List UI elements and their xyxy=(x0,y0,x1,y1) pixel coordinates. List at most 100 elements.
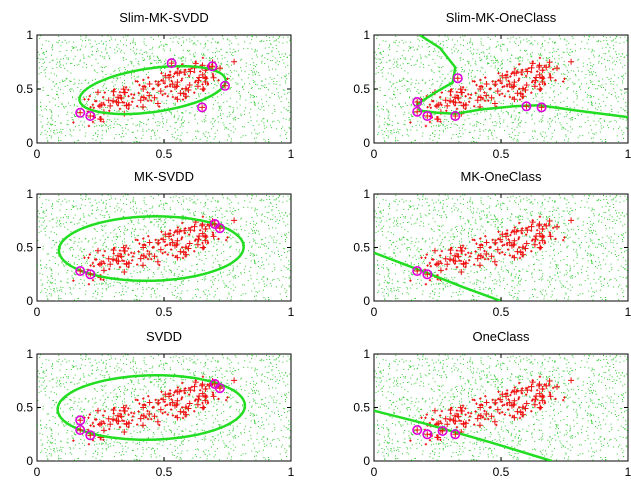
background-point xyxy=(517,100,518,102)
target-point xyxy=(483,81,490,87)
background-point xyxy=(49,267,51,269)
background-point xyxy=(517,69,518,71)
background-point xyxy=(181,44,182,46)
background-point xyxy=(162,126,164,128)
background-point xyxy=(124,127,126,129)
background-point xyxy=(229,97,231,99)
background-point xyxy=(215,47,217,49)
y-tick-label: 0 xyxy=(26,136,33,150)
background-point xyxy=(290,219,291,221)
background-point xyxy=(173,261,174,263)
background-point xyxy=(52,97,54,99)
background-point xyxy=(493,91,495,93)
target-point xyxy=(491,100,498,107)
background-point xyxy=(82,213,84,215)
background-point xyxy=(51,124,53,125)
background-point xyxy=(59,209,61,211)
background-point xyxy=(439,67,440,69)
background-point xyxy=(234,275,236,277)
background-point xyxy=(456,67,458,69)
background-point xyxy=(73,114,75,115)
background-point xyxy=(543,80,545,82)
background-point xyxy=(473,137,475,139)
background-point xyxy=(469,131,471,133)
background-point xyxy=(162,207,164,209)
background-point xyxy=(218,279,220,281)
background-point xyxy=(173,196,175,198)
background-point xyxy=(601,86,602,88)
background-point xyxy=(42,87,44,89)
background-point xyxy=(402,63,404,65)
target-point xyxy=(506,73,509,77)
background-point xyxy=(389,119,391,121)
background-point xyxy=(215,211,216,212)
background-point xyxy=(204,136,206,137)
background-point xyxy=(92,204,94,206)
background-point xyxy=(163,203,165,205)
background-point xyxy=(619,42,621,44)
background-point xyxy=(526,112,527,114)
background-point xyxy=(258,132,260,134)
background-point xyxy=(505,111,507,113)
background-point xyxy=(246,195,248,197)
background-point xyxy=(38,231,40,233)
background-point xyxy=(133,299,135,301)
background-point xyxy=(226,274,228,276)
background-point xyxy=(251,36,253,38)
background-point xyxy=(401,79,403,81)
background-point xyxy=(442,74,444,75)
background-point xyxy=(592,83,593,85)
background-point xyxy=(392,83,394,85)
background-point xyxy=(60,289,62,291)
background-point xyxy=(558,68,560,70)
background-point xyxy=(388,124,390,125)
background-point xyxy=(120,294,122,296)
background-point xyxy=(258,233,260,235)
background-point xyxy=(397,122,399,124)
background-point xyxy=(511,98,513,100)
background-point xyxy=(252,74,254,76)
background-point xyxy=(82,54,84,56)
background-point xyxy=(143,51,145,53)
background-point xyxy=(288,277,290,279)
background-point xyxy=(244,41,246,43)
background-point xyxy=(86,300,88,301)
background-point xyxy=(184,248,186,250)
background-point xyxy=(442,124,444,125)
background-point xyxy=(166,119,168,121)
background-point xyxy=(478,137,480,139)
background-point xyxy=(67,278,69,280)
background-point xyxy=(102,130,104,132)
background-point xyxy=(278,200,280,202)
background-point xyxy=(276,246,278,248)
background-point xyxy=(110,127,112,129)
background-point xyxy=(122,36,124,38)
background-point xyxy=(107,107,109,109)
background-point xyxy=(56,233,57,235)
target-point xyxy=(138,83,141,87)
background-point xyxy=(70,209,72,211)
background-point xyxy=(263,280,265,282)
background-point xyxy=(146,98,148,100)
background-point xyxy=(66,57,68,59)
background-point xyxy=(41,66,43,67)
background-point xyxy=(150,136,152,138)
background-point xyxy=(67,58,69,60)
background-point xyxy=(251,39,252,41)
background-point xyxy=(256,222,258,224)
background-point xyxy=(67,229,69,230)
background-point xyxy=(59,221,61,223)
background-point xyxy=(146,130,148,132)
background-point xyxy=(287,223,289,225)
background-point xyxy=(226,73,228,75)
background-point xyxy=(484,87,486,89)
target-point xyxy=(136,80,139,83)
background-point xyxy=(603,126,605,128)
background-point xyxy=(275,83,277,85)
background-point xyxy=(576,96,578,98)
background-point xyxy=(531,42,533,44)
background-point xyxy=(130,201,131,203)
background-point xyxy=(113,71,115,73)
background-point xyxy=(259,199,261,201)
background-point xyxy=(563,38,565,40)
